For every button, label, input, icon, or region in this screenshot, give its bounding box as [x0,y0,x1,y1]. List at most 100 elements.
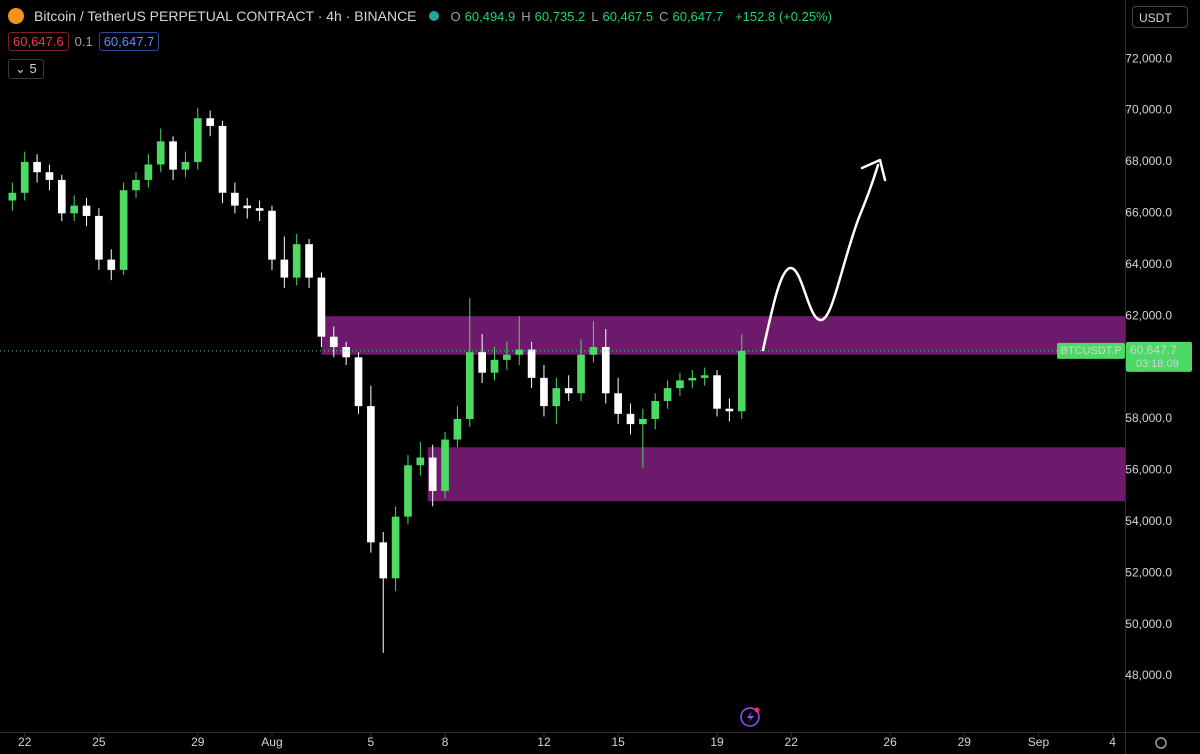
candle-body [144,164,153,180]
ohlc-key: L [591,8,599,24]
currency-select[interactable]: USDT [1132,6,1188,28]
candle-body [515,349,524,355]
x-tick-label: 19 [710,735,724,749]
candle-body [181,161,190,170]
sell-button[interactable]: 60,647.6 [8,32,69,51]
indicator-count: 5 [29,61,37,76]
ohlc-value: 60,467.5 [602,8,654,24]
zone [427,447,1125,502]
countdown-label: 03:18:09 [1136,358,1179,370]
candle-body [428,457,437,491]
buy-button[interactable]: 60,647.7 [98,32,160,51]
notification-dot [754,707,760,713]
candle-body [33,161,41,173]
symbol-logo [8,8,24,24]
settings-icon[interactable] [1155,737,1167,749]
symbol-tag-label: BTCUSDT.P [1060,345,1121,357]
candle-body [416,457,425,466]
candle-body [329,336,338,348]
candle-body [193,118,202,162]
candle-body [169,141,177,170]
ohlc-value: 60,647.7 [672,8,724,24]
y-tick-label: 52,000.0 [1125,565,1172,579]
candle-body [255,208,264,211]
candle-body [367,406,375,543]
ohlc-value: 60,735.2 [534,8,586,24]
ohlc-key: C [659,8,669,24]
y-tick-label: 50,000.0 [1125,617,1172,631]
candle-body [243,205,252,209]
candle-body [404,465,412,517]
candle-body [70,205,79,214]
candle-body [95,215,103,260]
y-tick-label: 54,000.0 [1125,514,1172,528]
candle-body [107,259,116,270]
candle-body [676,380,684,389]
ohlc-key: O [450,8,461,24]
candle-body [564,388,573,394]
symbol-tag [1057,342,1125,359]
y-tick-label: 66,000.0 [1125,206,1172,220]
candle-body [45,172,54,180]
candle-body [688,377,697,381]
candle-body [503,354,511,360]
y-tick-label: 68,000.0 [1125,154,1172,168]
candle-body [700,375,709,378]
candle-body [342,347,350,358]
candle-body [231,192,239,206]
candle-body [614,393,622,414]
candle-body [577,354,585,394]
x-tick-label: 22 [18,735,32,749]
candle-body [391,516,400,579]
arrow-head [860,158,887,182]
x-tick-label: 25 [92,735,106,749]
price-tag-label: 60,647.7 [1130,343,1177,357]
symbol-title[interactable]: Bitcoin / TetherUS PERPETUAL CONTRACT · … [34,8,417,24]
candle-body [218,125,227,193]
candle-body [57,179,66,214]
candle-body [540,377,548,407]
x-tick-label: Aug [261,735,282,749]
candle-body [379,542,388,579]
x-tick-label: 29 [191,735,205,749]
ohlc: O 60,494.9 H 60,735.2 L 60,467.5 C 60,647.7 [451,9,726,24]
candle-body [626,413,635,425]
candle-body [354,357,363,407]
candle-body [156,141,165,165]
candle-body [132,179,140,191]
legend: Bitcoin / TetherUS PERPETUAL CONTRACT · … [8,8,832,24]
candle-body [20,161,29,193]
x-tick-label: 4 [1109,735,1116,749]
candle-body [478,352,486,373]
x-tick-label: Sep [1028,735,1050,749]
status-dot [428,11,439,21]
x-tick-label: 12 [537,735,551,749]
candle-body [651,400,660,419]
x-tick-label: 22 [785,735,799,749]
price-tag [1126,341,1192,372]
candle-body [552,388,561,407]
candle-body [8,192,17,201]
x-tick-label: 29 [958,735,972,749]
candle-body [490,359,499,373]
x-tick-label: 8 [442,735,449,749]
candle-body [737,350,746,412]
quantity[interactable]: 0.1 [74,34,93,49]
lightning-icon[interactable] [740,707,760,727]
y-tick-label: 58,000.0 [1125,411,1172,425]
y-tick-label: 48,000.0 [1125,668,1172,682]
x-tick-label: 5 [368,735,375,749]
candle-body [119,190,128,270]
candle-body [639,418,647,425]
indicator-toggle[interactable]: ⌄ 5 [8,59,44,79]
y-tick-label: 62,000.0 [1125,308,1172,322]
candle-body [82,205,91,216]
candle-body [663,388,672,401]
x-tick-label: 15 [611,735,625,749]
candle-body [268,210,276,260]
candle-body [441,439,449,491]
trade-row: 60,647.6 0.1 60,647.7 [8,32,160,51]
ohlc-key: H [521,8,531,24]
